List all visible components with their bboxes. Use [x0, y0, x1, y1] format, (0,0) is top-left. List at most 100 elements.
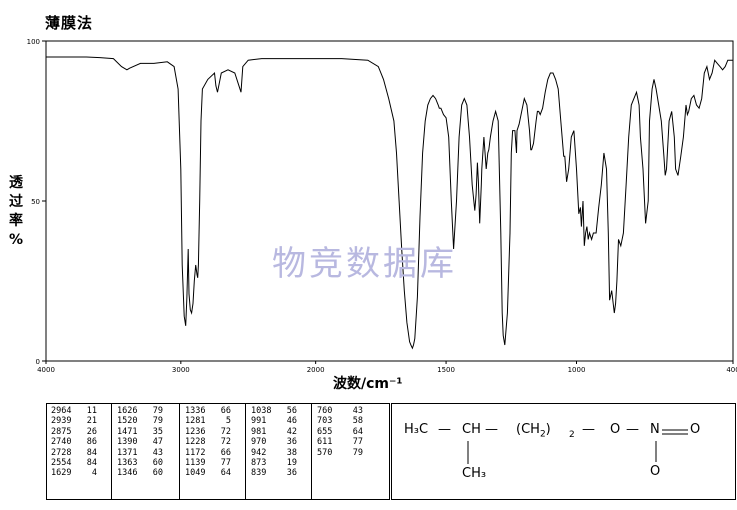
peak-wavenumber: 1371 — [117, 447, 138, 458]
peak-wavenumber: 2875 — [51, 426, 72, 437]
peak-row: 942 38 — [251, 448, 297, 458]
peak-transmittance: 46 — [286, 416, 297, 427]
peak-transmittance: 66 — [220, 406, 231, 416]
peak-transmittance: 79 — [152, 406, 163, 416]
peak-row: 1336 66 — [185, 406, 231, 416]
bond: — — [485, 422, 498, 437]
peak-wavenumber: 2964 — [51, 406, 72, 416]
peak-wavenumber: 2939 — [51, 416, 72, 427]
peak-wavenumber: 1626 — [117, 406, 138, 416]
peak-row: 981 42 — [251, 427, 297, 437]
group-open: (CH — [516, 422, 540, 437]
bond: — — [626, 422, 639, 437]
peak-wavenumber: 981 — [251, 426, 267, 437]
peak-wavenumber: 1520 — [117, 416, 138, 427]
peak-row: 2875 26 — [51, 427, 97, 437]
peak-transmittance: 58 — [352, 416, 363, 427]
page-title: 薄膜法 — [45, 14, 94, 32]
peak-row: 1228 72 — [185, 437, 231, 447]
peak-row: 2728 84 — [51, 448, 97, 458]
group-close: ) — [545, 422, 551, 437]
peak-column: 760 43 703 58 655 64 611 77 570 79 — [317, 406, 363, 458]
peak-transmittance: 60 — [152, 458, 163, 469]
peak-row: 1281 5 — [185, 416, 231, 426]
peak-transmittance: 64 — [352, 426, 363, 437]
peak-row: 873 19 — [251, 458, 297, 468]
peak-transmittance: 42 — [286, 426, 297, 437]
peak-row: 2939 21 — [51, 416, 97, 426]
peak-transmittance: 77 — [220, 458, 231, 469]
peak-transmittance: 43 — [152, 447, 163, 458]
peak-wavenumber: 1390 — [117, 437, 138, 448]
peak-wavenumber: 1336 — [185, 406, 206, 416]
peak-transmittance: 84 — [86, 447, 97, 458]
peak-row: 970 36 — [251, 437, 297, 447]
y-axis-title-char: 率 — [9, 213, 23, 229]
peak-wavenumber: 2728 — [51, 447, 72, 458]
peak-wavenumber: 873 — [251, 458, 267, 469]
peak-row: 2554 84 — [51, 458, 97, 468]
ch2-group: (CH2) — [516, 422, 551, 440]
y-axis-title-char: 透 — [9, 175, 23, 191]
peak-transmittance: 38 — [286, 447, 297, 458]
n-label: N — [650, 422, 660, 437]
peak-wavenumber: 1228 — [185, 437, 206, 448]
peak-wavenumber: 570 — [317, 447, 333, 458]
x-tick-label: 2000 — [307, 366, 325, 374]
bond: — — [438, 422, 451, 437]
peak-transmittance: 4 — [91, 468, 97, 479]
peak-wavenumber: 1172 — [185, 447, 206, 458]
peak-wavenumber: 970 — [251, 437, 267, 448]
peak-wavenumber: 942 — [251, 447, 267, 458]
o-label: O — [610, 422, 621, 437]
peak-row: 1038 56 — [251, 406, 297, 416]
peak-table: 2964 11 2939 21 2875 26 2740 86 2728 84 2554 84 1629… — [46, 403, 390, 500]
peak-transmittance: 11 — [86, 406, 97, 416]
peak-wavenumber: 655 — [317, 426, 333, 437]
peak-wavenumber: 2554 — [51, 458, 72, 469]
peak-transmittance: 35 — [152, 426, 163, 437]
x-tick-label: 1500 — [437, 366, 455, 374]
peak-wavenumber: 703 — [317, 416, 333, 427]
y-tick-label: 50 — [31, 198, 40, 206]
peak-row: 2740 86 — [51, 437, 97, 447]
peak-row: 2964 11 — [51, 406, 97, 416]
peak-row: 1629 4 — [51, 468, 97, 478]
peak-column: 1626 79 1520 79 1471 35 1390 47 1371 43 1363 60 1346… — [117, 406, 163, 479]
plot-frame — [45, 40, 734, 362]
peak-row: 839 36 — [251, 468, 297, 478]
group-sub: 2 — [539, 429, 546, 440]
peak-transmittance: 72 — [220, 426, 231, 437]
peak-wavenumber: 991 — [251, 416, 267, 427]
x-tick-label: 1000 — [568, 366, 586, 374]
peak-column-divider — [311, 404, 312, 499]
peak-transmittance: 86 — [86, 437, 97, 448]
peak-wavenumber: 1139 — [185, 458, 206, 469]
peak-wavenumber: 611 — [317, 437, 333, 448]
y-axis-title-char: % — [8, 232, 24, 248]
peak-transmittance: 36 — [286, 468, 297, 479]
peak-transmittance: 66 — [220, 447, 231, 458]
peak-transmittance: 5 — [225, 416, 231, 427]
peak-transmittance: 84 — [86, 458, 97, 469]
double-bond — [662, 429, 688, 435]
h3c-label: H₃C — [404, 422, 429, 437]
peak-column: 1038 56 991 46 981 42 970 36 942 38 873 19 839 36 — [251, 406, 297, 479]
peak-transmittance: 72 — [220, 437, 231, 448]
peak-wavenumber: 1363 — [117, 458, 138, 469]
peak-transmittance: 21 — [86, 416, 97, 427]
peak-row: 1626 79 — [117, 406, 163, 416]
n-o-bond — [655, 441, 657, 462]
peak-wavenumber: 1629 — [51, 468, 72, 479]
peak-transmittance: 47 — [152, 437, 163, 448]
peak-transmittance: 77 — [352, 437, 363, 448]
watermark: 物竞数据库 — [272, 244, 457, 284]
structure-formula: H₃C — CH — (CH2) 2 — O — N O O CH₃ — [391, 403, 736, 500]
peak-column-divider — [111, 404, 112, 499]
peak-transmittance: 79 — [152, 416, 163, 427]
peak-row: 1390 47 — [117, 437, 163, 447]
peak-column-divider — [179, 404, 180, 499]
peak-row: 1049 64 — [185, 468, 231, 478]
peak-wavenumber: 1049 — [185, 468, 206, 479]
